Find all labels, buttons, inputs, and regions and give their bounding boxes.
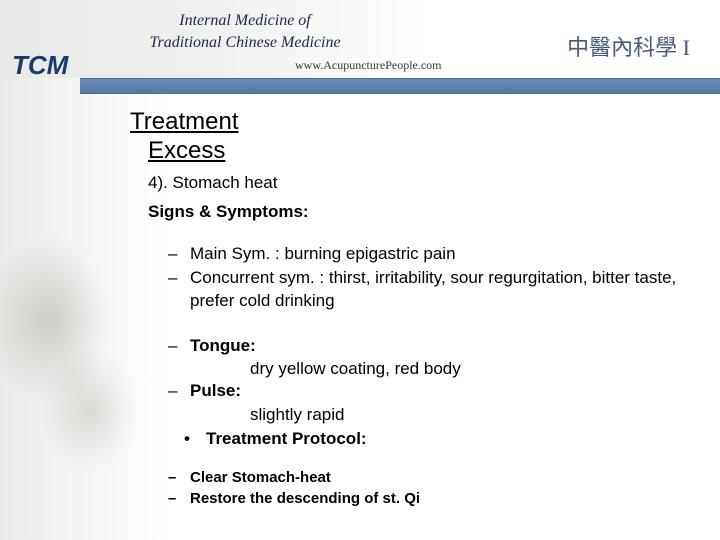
- list-item: – Clear Stomach-heat: [168, 468, 700, 488]
- subheading-stomach-heat: 4). Stomach heat: [148, 172, 700, 195]
- protocol-text: Clear Stomach-heat: [190, 468, 700, 488]
- protocol-text: Restore the descending of st. Qi: [190, 489, 700, 509]
- pulse-label: Pulse:: [190, 380, 700, 402]
- list-item: – Concurrent sym. : thirst, irritability…: [168, 267, 700, 313]
- subheading-signs: Signs & Symptoms:: [148, 201, 700, 224]
- dash-icon: –: [168, 380, 190, 402]
- header-title: Internal Medicine of Traditional Chinese…: [115, 10, 375, 55]
- dash-icon: –: [168, 267, 190, 313]
- heading-excess: Excess: [148, 137, 700, 166]
- bullet-icon: •: [184, 428, 206, 450]
- protocol-list: – Clear Stomach-heat – Restore the desce…: [168, 468, 700, 510]
- symptom-text: Main Sym. : burning epigastric pain: [190, 243, 700, 266]
- heading-treatment: Treatment: [130, 108, 700, 137]
- dash-icon: –: [168, 243, 190, 266]
- list-item: – Tongue:: [168, 335, 700, 357]
- protocol-label: Treatment Protocol:: [206, 428, 367, 450]
- header-title-line2: Traditional Chinese Medicine: [149, 34, 340, 51]
- dash-icon: –: [168, 335, 190, 357]
- tongue-text: dry yellow coating, red body: [250, 358, 700, 380]
- dash-icon: –: [168, 468, 190, 488]
- exam-list: – Tongue: dry yellow coating, red body –…: [168, 335, 700, 449]
- symptom-list: – Main Sym. : burning epigastric pain – …: [168, 243, 700, 313]
- symptom-text: Concurrent sym. : thirst, irritability, …: [190, 267, 700, 313]
- list-item: – Restore the descending of st. Qi: [168, 489, 700, 509]
- tongue-label: Tongue:: [190, 335, 700, 357]
- list-item: – Main Sym. : burning epigastric pain: [168, 243, 700, 266]
- pulse-text: slightly rapid: [250, 404, 700, 426]
- header-title-line1: Internal Medicine of: [179, 12, 311, 29]
- divider-bar: [80, 78, 720, 94]
- header-chinese: 中醫內科學 I: [567, 30, 690, 62]
- protocol-item: • Treatment Protocol:: [184, 428, 700, 450]
- dash-icon: –: [168, 489, 190, 509]
- header: Internal Medicine of Traditional Chinese…: [0, 0, 720, 78]
- list-item: – Pulse:: [168, 380, 700, 402]
- tcm-logo: TCM: [12, 50, 68, 81]
- content-area: Treatment Excess 4). Stomach heat Signs …: [130, 108, 700, 510]
- header-url: www.AcupuncturePeople.com: [295, 58, 442, 73]
